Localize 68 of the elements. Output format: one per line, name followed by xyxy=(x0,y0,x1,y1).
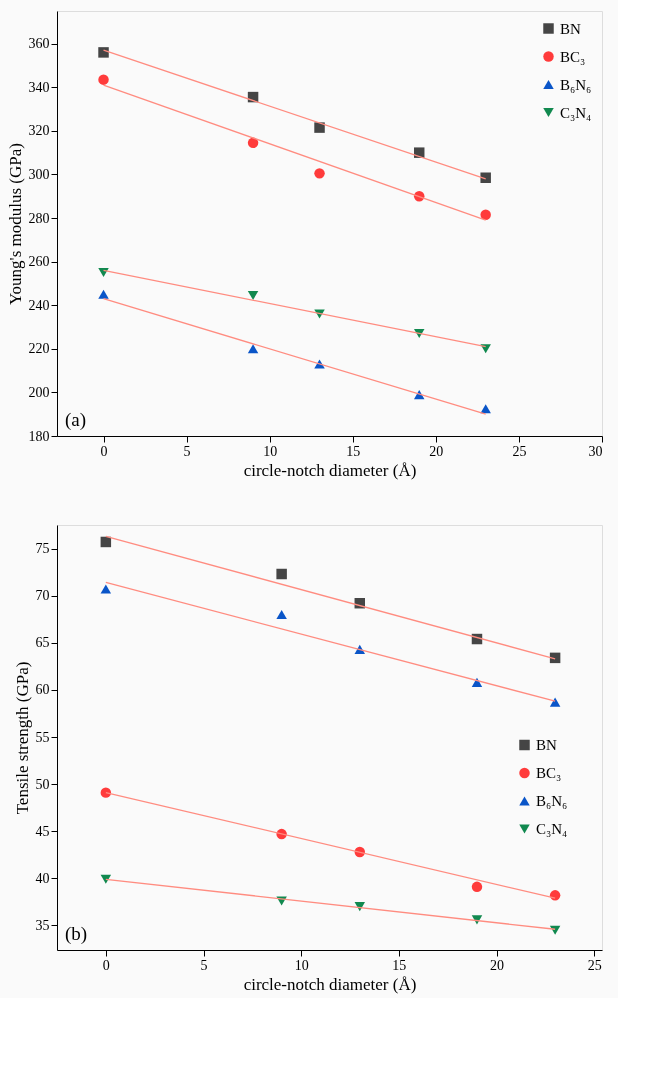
x-tick-label: 0 xyxy=(100,443,108,459)
point xyxy=(480,209,491,221)
y-tick-label: 40 xyxy=(35,870,50,886)
point xyxy=(100,874,112,884)
y-tick-label: 35 xyxy=(35,918,50,933)
legend-label: B₆N₆ xyxy=(536,793,568,809)
point xyxy=(480,404,491,414)
x-tick-label: 10 xyxy=(294,957,309,973)
y-tick-label: 50 xyxy=(35,776,50,792)
y-tick-label: 260 xyxy=(28,254,50,270)
point xyxy=(98,74,109,85)
legend-label: BN xyxy=(560,20,581,37)
y-tick-label: 60 xyxy=(35,682,50,698)
legend-label: BC₃ xyxy=(560,48,586,65)
x-tick-label: 0 xyxy=(102,957,110,973)
legend-label: B₆N₆ xyxy=(560,76,592,93)
y-tick-label: 280 xyxy=(28,210,50,226)
x-axis-title: circle-notch diameter (Å) xyxy=(243,974,417,994)
y-axis-title: Tensile strength (GPa) xyxy=(12,661,32,815)
y-tick-label: 180 xyxy=(28,428,50,444)
point xyxy=(100,787,112,798)
point xyxy=(247,137,259,149)
y-tick-label: 300 xyxy=(28,166,50,182)
y-tick-label: 360 xyxy=(28,36,50,52)
point xyxy=(247,290,259,300)
point xyxy=(549,697,561,707)
y-tick-label: 75 xyxy=(35,541,50,557)
y-tick-label: 65 xyxy=(35,635,50,651)
y-tick-label: 340 xyxy=(28,79,50,95)
point xyxy=(276,568,287,580)
point xyxy=(354,902,366,912)
x-tick-label: 20 xyxy=(490,957,505,973)
annotation: (a) xyxy=(65,409,87,431)
y-tick-label: 320 xyxy=(28,123,50,139)
point xyxy=(480,172,491,183)
x-tick-label: 15 xyxy=(346,443,361,459)
y-tick-label: 240 xyxy=(28,297,50,313)
x-tick-label: 30 xyxy=(588,443,603,459)
x-tick-label: 15 xyxy=(392,957,407,973)
point xyxy=(471,915,483,925)
y-tick-label: 55 xyxy=(35,729,50,745)
y-tick-label: 200 xyxy=(28,384,50,400)
x-tick-label: 25 xyxy=(587,957,602,973)
y-tick-label: 45 xyxy=(35,823,50,839)
x-axis-title: circle-notch diameter (Å) xyxy=(243,460,417,480)
x-tick-label: 25 xyxy=(512,443,527,459)
y-axis-title: Young's modulus (GPa) xyxy=(5,143,25,305)
point xyxy=(471,677,483,687)
point xyxy=(98,47,109,58)
point xyxy=(100,584,112,594)
point xyxy=(276,609,287,620)
legend-label: C₃N₄ xyxy=(560,104,592,121)
x-tick-label: 5 xyxy=(200,957,208,973)
y-tick-label: 70 xyxy=(35,588,50,604)
x-tick-label: 10 xyxy=(263,443,278,459)
legend-label: BN xyxy=(536,737,557,753)
y-tick-label: 220 xyxy=(28,341,50,357)
x-tick-label: 5 xyxy=(183,443,191,459)
point xyxy=(314,168,325,179)
point xyxy=(247,344,259,354)
legend-label: C₃N₄ xyxy=(536,821,568,837)
point xyxy=(98,289,109,299)
legend-label: BC₃ xyxy=(536,765,562,781)
point xyxy=(314,122,325,133)
point xyxy=(549,890,561,901)
point xyxy=(471,881,483,893)
annotation: (b) xyxy=(65,923,88,945)
x-tick-label: 20 xyxy=(429,443,444,459)
